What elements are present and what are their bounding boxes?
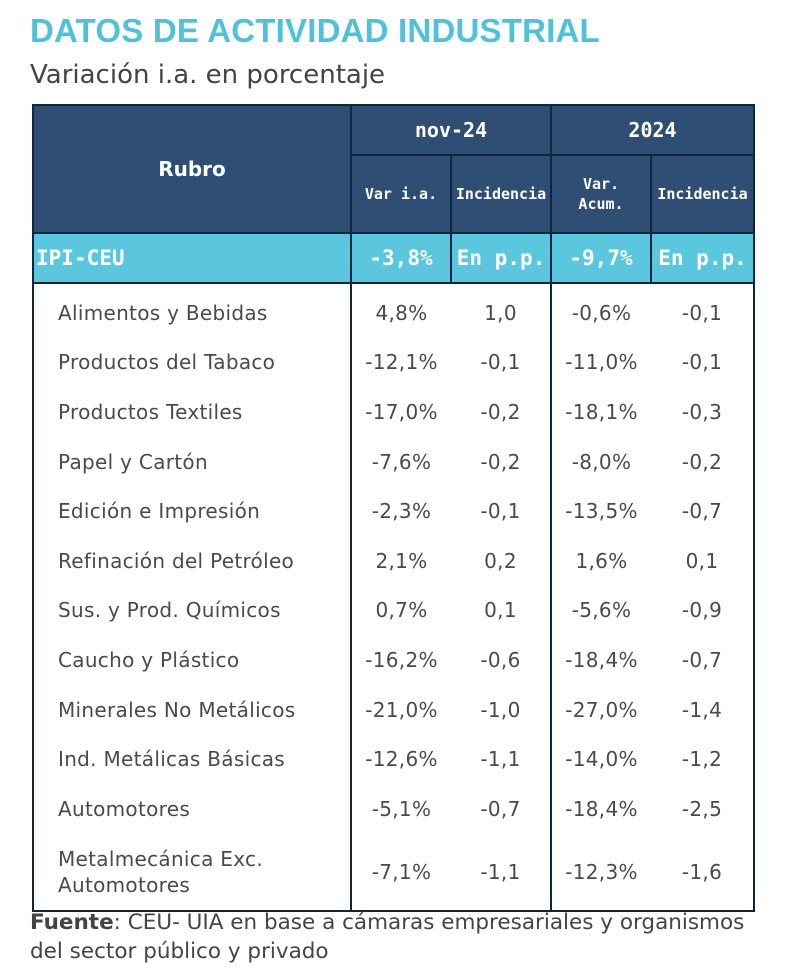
nov-inc-cell: 1,0 xyxy=(484,300,517,325)
acum-var-cell: -5,6% xyxy=(550,585,651,636)
nov-inc-cell: -1,1 xyxy=(451,833,551,912)
industrial-activity-table: Rubro nov-24 2024 Var i.a. Incidencia Va… xyxy=(32,104,756,912)
table-row: Automotores -5,1% -0,7 -18,4% -2,5 xyxy=(32,783,756,834)
table-row: Alimentos y Bebidas 4,8% 1,0 -0,6% -0,1 xyxy=(32,283,756,338)
ipi-row: IPI-CEU -3,8% En p.p. -9,7% En p.p. xyxy=(32,232,756,284)
table-row: Caucho y Plástico -16,2% -0,6 -18,4% -0,7 xyxy=(32,635,756,685)
ipi-nov-inc: En p.p. xyxy=(450,232,552,284)
nov-inc-cell: -0,1 xyxy=(480,499,521,524)
acum-inc-cell: -1,2 xyxy=(651,734,756,784)
rubro-name: Metalmecánica Exc. Automotores xyxy=(32,833,351,912)
nov-inc-cell: 0,1 xyxy=(484,598,517,623)
ipi-acum-inc: En p.p. xyxy=(649,232,756,284)
group-header-2024: 2024 xyxy=(549,104,756,156)
page-title: DATOS DE ACTIVIDAD INDUSTRIAL xyxy=(30,12,600,49)
acum-var-cell: -11,0% xyxy=(550,337,651,388)
nov-inc-cell: -0,1 xyxy=(480,350,521,375)
acum-var-cell: -18,4% xyxy=(550,635,651,685)
sub-header-var-acum-line1: Var. xyxy=(582,175,620,193)
rubro-name-line2: Automotores xyxy=(58,872,191,897)
nov-inc-cell: -0,2 xyxy=(480,399,521,424)
acum-var-cell: -14,0% xyxy=(550,734,651,784)
nov-var-cell: -12,1% xyxy=(350,337,451,388)
acum-inc-cell: -0,3 xyxy=(651,387,756,437)
rubro-name: Productos del Tabaco xyxy=(32,337,351,388)
nov-var-cell: -12,6% xyxy=(350,734,451,784)
nov-var-cell: 4,8% xyxy=(350,283,451,338)
sub-header-var-acum-line2: Acum. xyxy=(578,195,624,213)
nov-inc-cell: -1,1 xyxy=(480,747,521,772)
rubro-name: Minerales No Metálicos xyxy=(32,684,351,735)
acum-inc-cell: -1,4 xyxy=(651,684,756,735)
table-row: Refinación del Petróleo 2,1% 0,2 1,6% 0,1 xyxy=(32,535,756,586)
nov-var-cell: 2,1% xyxy=(350,535,451,586)
acum-var-cell: 1,6% xyxy=(550,535,651,586)
rubro-name: Caucho y Plástico xyxy=(32,635,351,685)
acum-inc-cell: -0,9 xyxy=(651,585,756,636)
rubro-name-line1: Metalmecánica Exc. xyxy=(58,846,263,871)
nov-inc-cell: -1,0 xyxy=(480,697,521,722)
acum-var-cell: -18,4% xyxy=(550,783,651,834)
sub-header-var-acum: Var. Acum. xyxy=(550,154,652,234)
rubro-header: Rubro xyxy=(32,104,352,234)
acum-inc-cell: -1,6 xyxy=(651,833,756,912)
nov-inc-cell: -0,7 xyxy=(480,796,521,821)
ipi-acum-var: -9,7% xyxy=(550,232,652,284)
sub-header-incidencia-acum: Incidencia xyxy=(649,154,756,234)
nov-var-cell: -7,6% xyxy=(350,436,451,487)
rubro-name: Sus. y Prod. Químicos xyxy=(32,585,351,636)
ipi-nov-var: -3,8% xyxy=(350,232,452,284)
acum-var-cell: -12,3% xyxy=(550,833,651,912)
source-text: : CEU- UIA en base a cámaras empresarial… xyxy=(30,910,745,964)
source-label: Fuente xyxy=(30,910,114,935)
acum-inc-cell: -0,2 xyxy=(651,436,756,487)
acum-var-cell: -13,5% xyxy=(550,486,651,536)
acum-inc-cell: -0,7 xyxy=(651,486,756,536)
acum-inc-cell: 0,1 xyxy=(651,535,756,586)
rubro-name: Edición e Impresión xyxy=(32,486,351,536)
table-row: Papel y Cartón -7,6% -0,2 -8,0% -0,2 xyxy=(32,436,756,487)
table-row: Productos Textiles -17,0% -0,2 -18,1% -0,3 xyxy=(32,387,756,437)
acum-inc-cell: -0,7 xyxy=(651,635,756,685)
nov-var-cell: 0,7% xyxy=(350,585,451,636)
rubro-name: Productos Textiles xyxy=(32,387,351,437)
sub-header-var-ia: Var i.a. xyxy=(350,154,452,234)
acum-inc-cell: -2,5 xyxy=(651,783,756,834)
rubro-name: Papel y Cartón xyxy=(32,436,351,487)
table-row: Productos del Tabaco -12,1% -0,1 -11,0% -0,1 xyxy=(32,337,756,388)
rubro-name: Ind. Metálicas Básicas xyxy=(32,734,351,784)
acum-var-cell: -0,6% xyxy=(550,283,651,338)
rubro-name: Refinación del Petróleo xyxy=(32,535,351,586)
acum-var-cell: -27,0% xyxy=(550,684,651,735)
group-header-nov24: nov-24 xyxy=(350,104,552,156)
table-row: Metalmecánica Exc. Automotores -7,1% -1,1 -1… xyxy=(32,833,756,912)
table-row: Minerales No Metálicos -21,0% -1,0 -27,0% -1… xyxy=(32,684,756,735)
nov-var-cell: -2,3% xyxy=(350,486,451,536)
table-row: Sus. y Prod. Químicos 0,7% 0,1 -5,6% -0,9 xyxy=(32,585,756,636)
ipi-label: IPI-CEU xyxy=(32,232,352,284)
acum-inc-cell: -0,1 xyxy=(651,283,756,338)
table-row: Edición e Impresión -2,3% -0,1 -13,5% -0,7 xyxy=(32,486,756,536)
nov-inc-cell: -0,6 xyxy=(480,647,521,672)
nov-inc-cell: 0,2 xyxy=(484,548,517,573)
nov-var-cell: -5,1% xyxy=(350,783,451,834)
rubro-name: Automotores xyxy=(32,783,351,834)
nov-var-cell: -16,2% xyxy=(350,635,451,685)
acum-var-cell: -18,1% xyxy=(550,387,651,437)
rubro-name: Alimentos y Bebidas xyxy=(32,283,351,338)
nov-var-cell: -21,0% xyxy=(350,684,451,735)
source-note: Fuente: CEU- UIA en base a cámaras empre… xyxy=(30,908,770,966)
sub-header-incidencia-nov: Incidencia xyxy=(450,154,552,234)
acum-var-cell: -8,0% xyxy=(550,436,651,487)
nov-inc-cell: -0,2 xyxy=(480,449,521,474)
page-subtitle: Variación i.a. en porcentaje xyxy=(30,60,386,90)
nov-var-cell: -7,1% xyxy=(350,833,451,912)
acum-inc-cell: -0,1 xyxy=(651,337,756,388)
table-row: Ind. Metálicas Básicas -12,6% -1,1 -14,0% -1… xyxy=(32,734,756,784)
nov-var-cell: -17,0% xyxy=(350,387,451,437)
